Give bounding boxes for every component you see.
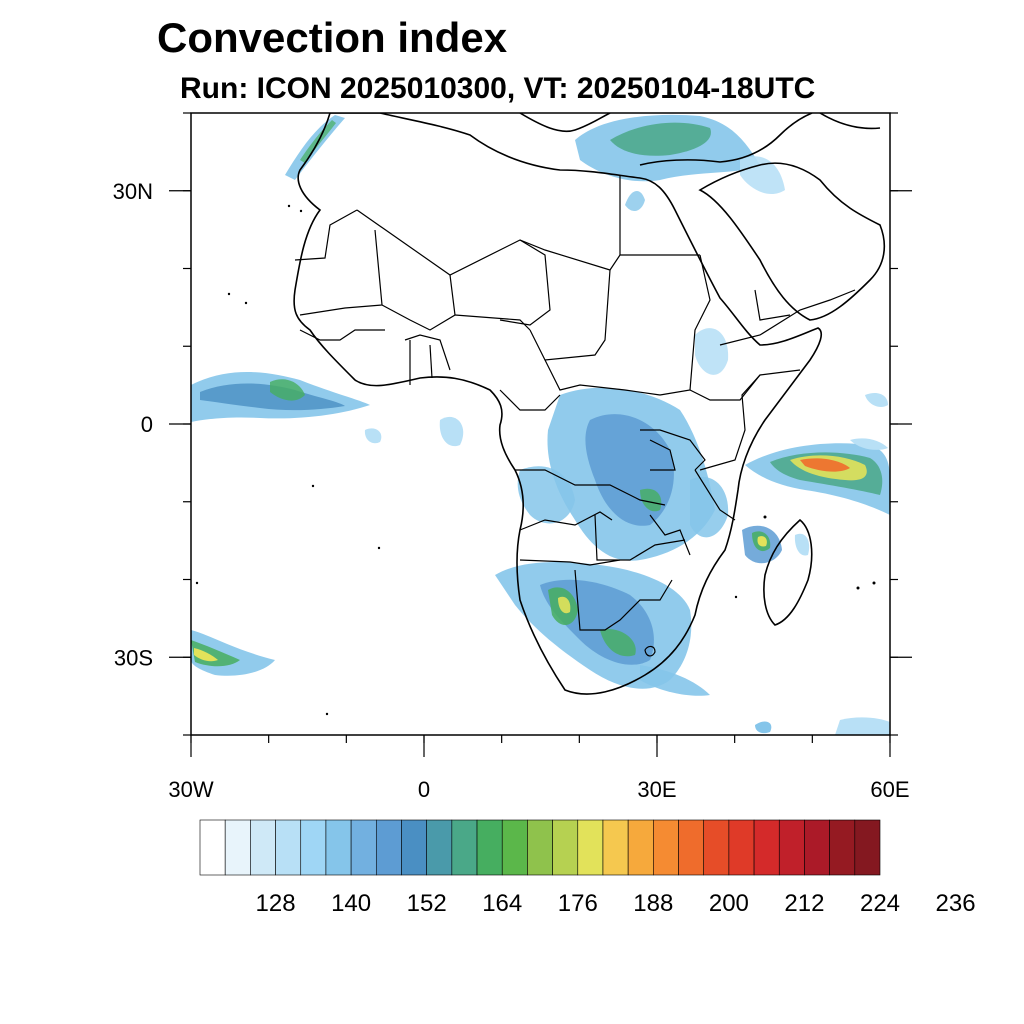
islands — [195, 204, 876, 716]
colorbar-label: 140 — [331, 890, 371, 917]
colorbar-swatch — [426, 819, 453, 876]
colorbar: 128 140 152 164 176 188 200 212 224 236 — [199, 819, 976, 917]
colorbar-swatch — [804, 819, 830, 876]
colorbar-swatch — [451, 819, 478, 876]
lon-tick-label: 60E — [870, 777, 909, 802]
colorbar-swatch — [199, 819, 226, 876]
colorbar-swatch — [728, 819, 755, 876]
colorbar-swatch — [778, 819, 805, 876]
colorbar-swatch — [829, 819, 856, 876]
colorbar-label: 128 — [256, 890, 296, 917]
colorbar-swatch — [527, 819, 553, 876]
colorbar-swatch — [653, 819, 679, 876]
lon-tick-label: 0 — [418, 777, 430, 802]
country-borders — [294, 175, 856, 657]
colorbar-swatch — [703, 819, 730, 876]
lon-tick-label: 30W — [168, 777, 213, 802]
colorbar-label: 176 — [558, 890, 598, 917]
colorbar-swatch — [627, 819, 654, 876]
colorbar-swatch — [753, 819, 780, 876]
colorbar-swatch — [854, 819, 881, 876]
colorbar-swatch — [224, 819, 251, 876]
colorbar-swatch — [275, 819, 302, 876]
colorbar-label: 152 — [407, 890, 447, 917]
africa-coastline — [293, 113, 886, 695]
colorbar-swatch — [476, 819, 503, 876]
map-frame — [190, 112, 891, 736]
colorbar-label: 188 — [633, 890, 673, 917]
lat-tick-label: 30N — [113, 179, 153, 204]
colorbar-label: 212 — [784, 890, 824, 917]
colorbar-swatch — [375, 819, 402, 876]
colorbar-label: 224 — [860, 890, 900, 917]
colorbar-label: 164 — [482, 890, 522, 917]
lat-tick-label: 0 — [141, 412, 153, 437]
chart-subtitle: Run: ICON 2025010300, VT: 20250104-18UTC — [180, 72, 816, 105]
colorbar-swatch — [325, 819, 352, 876]
colorbar-swatch — [602, 819, 629, 876]
chart-title: Convection index — [157, 14, 508, 61]
colorbar-swatch — [401, 819, 427, 876]
colorbar-swatch — [300, 819, 327, 876]
colorbar-swatch — [577, 819, 604, 876]
colorbar-swatch — [678, 819, 705, 876]
convection-field — [191, 114, 890, 735]
colorbar-label: 200 — [709, 890, 749, 917]
colorbar-swatch — [250, 819, 276, 876]
colorbar-swatch — [501, 819, 528, 876]
map-axes: 30W 0 30E 60E 30N 0 30S — [113, 112, 912, 802]
colorbar-swatch — [350, 819, 377, 876]
colorbar-swatch — [552, 819, 579, 876]
lat-tick-label: 30S — [114, 645, 153, 670]
lon-tick-label: 30E — [637, 777, 676, 802]
colorbar-label: 236 — [936, 890, 976, 917]
